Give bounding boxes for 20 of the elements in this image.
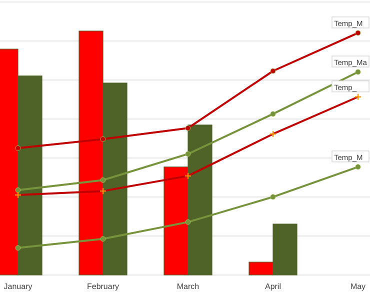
point bbox=[270, 68, 276, 74]
x-tick-label: February bbox=[86, 282, 120, 291]
point bbox=[355, 30, 361, 36]
point bbox=[185, 151, 191, 157]
x-tick-label: January bbox=[4, 282, 32, 291]
point bbox=[15, 245, 21, 251]
point bbox=[15, 145, 21, 151]
point bbox=[100, 177, 106, 183]
point bbox=[185, 219, 191, 225]
point bbox=[100, 236, 106, 242]
point bbox=[355, 164, 361, 170]
x-tick-label: April bbox=[264, 282, 282, 291]
point bbox=[100, 136, 106, 142]
point bbox=[270, 194, 276, 200]
x-tick-label: May bbox=[350, 282, 366, 291]
point bbox=[185, 125, 191, 131]
point bbox=[15, 187, 21, 193]
point bbox=[355, 69, 361, 75]
x-tick-label: March bbox=[176, 282, 200, 291]
point bbox=[270, 111, 276, 117]
